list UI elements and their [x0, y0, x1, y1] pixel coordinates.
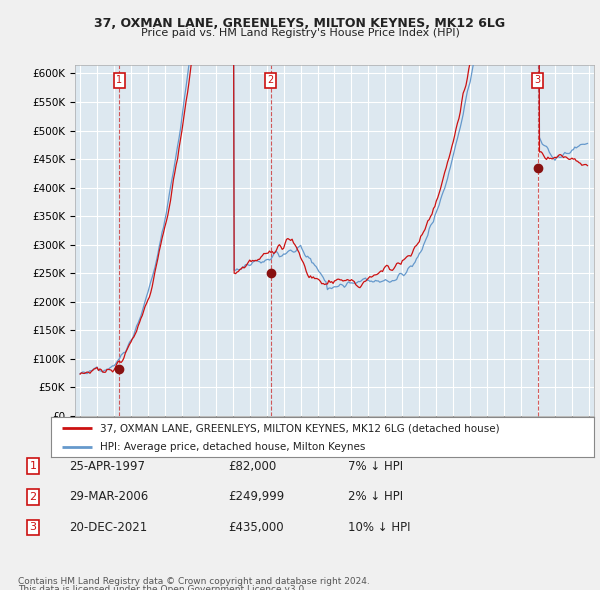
Text: 25-APR-1997: 25-APR-1997: [69, 460, 145, 473]
Text: Contains HM Land Registry data © Crown copyright and database right 2024.: Contains HM Land Registry data © Crown c…: [18, 577, 370, 586]
Text: 2: 2: [29, 492, 37, 502]
Text: 37, OXMAN LANE, GREENLEYS, MILTON KEYNES, MK12 6LG (detached house): 37, OXMAN LANE, GREENLEYS, MILTON KEYNES…: [100, 424, 499, 434]
Text: 10% ↓ HPI: 10% ↓ HPI: [348, 521, 410, 534]
Text: 20-DEC-2021: 20-DEC-2021: [69, 521, 147, 534]
Text: 2: 2: [268, 76, 274, 86]
Text: £435,000: £435,000: [228, 521, 284, 534]
Text: Price paid vs. HM Land Registry's House Price Index (HPI): Price paid vs. HM Land Registry's House …: [140, 28, 460, 38]
Text: 2% ↓ HPI: 2% ↓ HPI: [348, 490, 403, 503]
Text: 7% ↓ HPI: 7% ↓ HPI: [348, 460, 403, 473]
Text: 3: 3: [29, 523, 37, 532]
Text: 37, OXMAN LANE, GREENLEYS, MILTON KEYNES, MK12 6LG: 37, OXMAN LANE, GREENLEYS, MILTON KEYNES…: [94, 17, 506, 30]
Text: 3: 3: [535, 76, 541, 86]
Text: 1: 1: [116, 76, 122, 86]
Text: £249,999: £249,999: [228, 490, 284, 503]
Text: £82,000: £82,000: [228, 460, 276, 473]
Text: HPI: Average price, detached house, Milton Keynes: HPI: Average price, detached house, Milt…: [100, 442, 365, 452]
Text: 1: 1: [29, 461, 37, 471]
Text: This data is licensed under the Open Government Licence v3.0.: This data is licensed under the Open Gov…: [18, 585, 307, 590]
Text: 29-MAR-2006: 29-MAR-2006: [69, 490, 148, 503]
